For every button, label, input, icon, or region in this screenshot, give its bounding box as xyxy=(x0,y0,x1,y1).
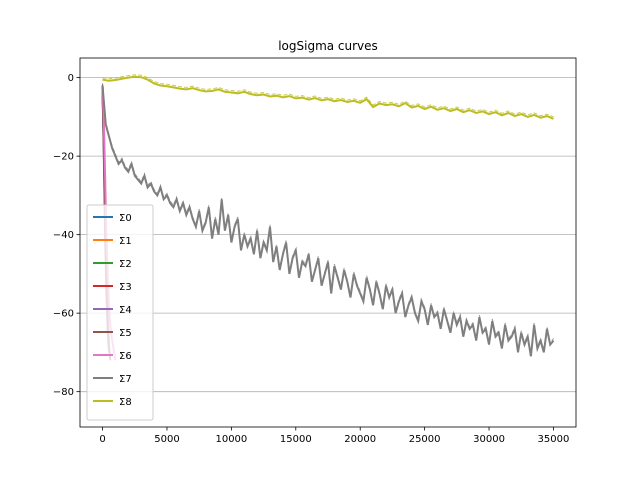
x-tick-label: 15000 xyxy=(280,434,312,445)
y-tick-label: −80 xyxy=(53,387,74,398)
legend-box xyxy=(86,204,154,421)
legend: Σ0 Σ1 Σ2 Σ3 Σ4 Σ5 Σ6 Σ7 Σ8 xyxy=(86,204,154,421)
x-tick-label: 20000 xyxy=(344,434,376,445)
grid-lines xyxy=(80,77,576,393)
legend-label-4: Σ4 xyxy=(119,305,132,316)
chart-title: logSigma curves xyxy=(278,39,378,53)
x-tick-label: 10000 xyxy=(215,434,247,445)
x-tick-label: 0 xyxy=(99,434,105,445)
series-line-dashed-8 xyxy=(102,74,554,118)
legend-label-0: Σ0 xyxy=(119,213,132,224)
x-tick-label: 5000 xyxy=(154,434,179,445)
x-axis: 0 5000 10000 15000 20000 25000 30000 35000 xyxy=(99,427,569,445)
series-line-dashed-7 xyxy=(102,83,554,355)
x-tick-label: 30000 xyxy=(473,434,505,445)
y-tick-label: 0 xyxy=(68,73,74,84)
plot-frame xyxy=(79,57,577,428)
legend-label-1: Σ1 xyxy=(119,236,132,247)
legend-label-7: Σ7 xyxy=(119,374,132,385)
y-axis: 0 −20 −40 −60 −80 xyxy=(53,73,80,398)
legend-label-3: Σ3 xyxy=(119,282,132,293)
y-tick-label: −20 xyxy=(53,152,74,163)
x-tick-label: 25000 xyxy=(409,434,441,445)
legend-label-2: Σ2 xyxy=(119,259,132,270)
legend-label-5: Σ5 xyxy=(119,328,132,339)
y-tick-label: −60 xyxy=(53,309,74,320)
plot-area xyxy=(80,58,576,427)
x-tick-label: 35000 xyxy=(538,434,570,445)
y-tick-label: −40 xyxy=(53,230,74,241)
series-line-8 xyxy=(102,75,554,120)
legend-label-8: Σ8 xyxy=(119,397,132,408)
legend-label-6: Σ6 xyxy=(119,351,132,362)
series-line-7 xyxy=(101,85,555,357)
